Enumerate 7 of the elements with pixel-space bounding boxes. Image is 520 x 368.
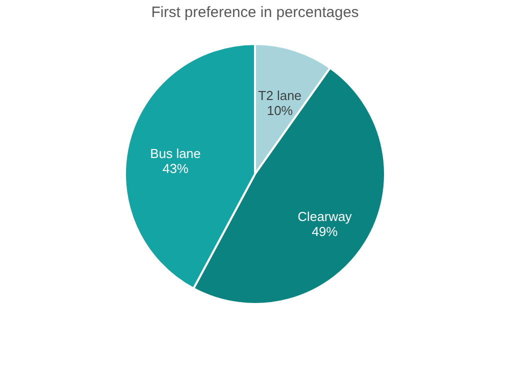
data-label: 49% — [312, 224, 338, 240]
data-label: 43% — [162, 161, 189, 176]
chart-title: First preference in percentages — [151, 4, 359, 21]
slice-label: T2 lane — [258, 88, 302, 103]
slice-label: Bus lane — [150, 146, 201, 161]
slice-label: Clearway — [298, 209, 352, 224]
data-label: 10% — [266, 102, 294, 118]
